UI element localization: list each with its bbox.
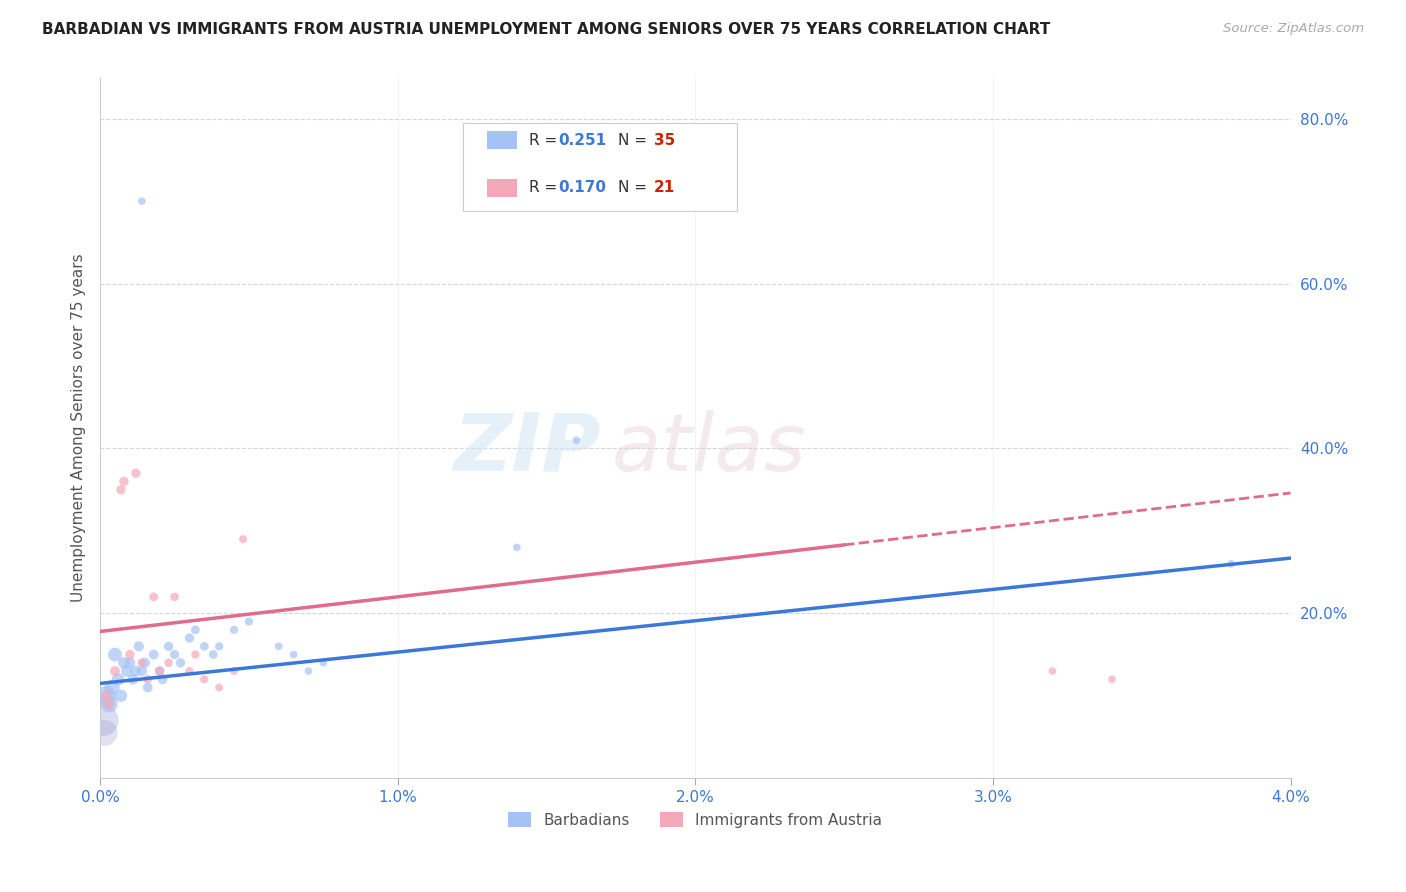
Point bbox=[98, 697, 121, 711]
Point bbox=[222, 664, 245, 678]
Point bbox=[506, 541, 529, 555]
Point bbox=[267, 640, 290, 654]
Point bbox=[112, 656, 135, 670]
Point bbox=[208, 681, 231, 695]
Point bbox=[98, 697, 121, 711]
Point bbox=[149, 664, 172, 678]
Text: R =: R = bbox=[529, 180, 562, 195]
Point bbox=[184, 623, 207, 637]
Point bbox=[94, 689, 117, 703]
Text: 35: 35 bbox=[654, 133, 675, 148]
Text: N =: N = bbox=[619, 133, 652, 148]
Point bbox=[142, 648, 165, 662]
Text: R =: R = bbox=[529, 133, 562, 148]
Point bbox=[184, 648, 207, 662]
Text: Source: ZipAtlas.com: Source: ZipAtlas.com bbox=[1223, 22, 1364, 36]
Text: atlas: atlas bbox=[612, 409, 807, 488]
Point bbox=[163, 648, 186, 662]
Point bbox=[118, 656, 141, 670]
Point bbox=[125, 664, 148, 678]
Point bbox=[104, 664, 127, 678]
Point bbox=[125, 466, 148, 480]
Point bbox=[232, 532, 254, 546]
Point bbox=[121, 673, 143, 687]
Point bbox=[110, 483, 132, 497]
Text: N =: N = bbox=[619, 180, 652, 195]
FancyBboxPatch shape bbox=[463, 123, 737, 211]
Point bbox=[142, 590, 165, 604]
Point bbox=[193, 673, 215, 687]
Point bbox=[179, 631, 201, 645]
Point bbox=[110, 689, 132, 703]
Point bbox=[202, 648, 225, 662]
Point bbox=[193, 640, 215, 654]
Point bbox=[107, 673, 129, 687]
Point bbox=[131, 656, 153, 670]
Point bbox=[94, 689, 117, 703]
Point bbox=[565, 433, 588, 447]
Text: 0.170: 0.170 bbox=[558, 180, 606, 195]
Point bbox=[118, 648, 141, 662]
Point bbox=[222, 623, 245, 637]
Point bbox=[312, 656, 335, 670]
Point bbox=[179, 664, 201, 678]
Point bbox=[149, 664, 172, 678]
Bar bbox=[486, 131, 517, 149]
Text: BARBADIAN VS IMMIGRANTS FROM AUSTRIA UNEMPLOYMENT AMONG SENIORS OVER 75 YEARS CO: BARBADIAN VS IMMIGRANTS FROM AUSTRIA UNE… bbox=[42, 22, 1050, 37]
Text: 0.251: 0.251 bbox=[558, 133, 606, 148]
Text: ZIP: ZIP bbox=[453, 409, 600, 488]
Point bbox=[131, 664, 153, 678]
Point bbox=[91, 714, 114, 728]
Point bbox=[1220, 557, 1243, 571]
Point bbox=[163, 590, 186, 604]
Point bbox=[169, 656, 191, 670]
Point bbox=[93, 726, 115, 740]
Point bbox=[1101, 673, 1123, 687]
Point bbox=[157, 640, 180, 654]
Point bbox=[131, 194, 153, 208]
Point bbox=[134, 656, 156, 670]
Point bbox=[136, 681, 159, 695]
Point bbox=[136, 673, 159, 687]
Point bbox=[157, 656, 180, 670]
Point bbox=[104, 648, 127, 662]
Point bbox=[115, 664, 138, 678]
Legend: Barbadians, Immigrants from Austria: Barbadians, Immigrants from Austria bbox=[502, 805, 889, 834]
Point bbox=[238, 615, 260, 629]
Point bbox=[152, 673, 174, 687]
Point bbox=[283, 648, 305, 662]
Point bbox=[1042, 664, 1064, 678]
Point bbox=[208, 640, 231, 654]
Text: 21: 21 bbox=[654, 180, 675, 195]
Point bbox=[297, 664, 319, 678]
Point bbox=[112, 475, 135, 489]
Y-axis label: Unemployment Among Seniors over 75 years: Unemployment Among Seniors over 75 years bbox=[72, 253, 86, 602]
Point bbox=[128, 640, 150, 654]
Point bbox=[101, 681, 124, 695]
Bar bbox=[486, 179, 517, 196]
